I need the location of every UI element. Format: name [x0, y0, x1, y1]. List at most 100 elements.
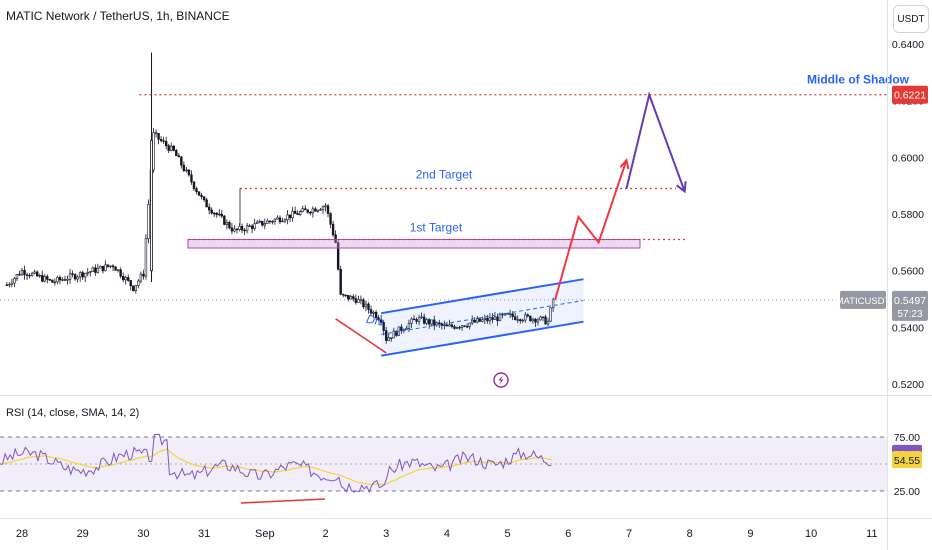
candle-body — [197, 191, 201, 196]
candle-body — [91, 267, 95, 272]
candle-body — [354, 298, 358, 303]
candle-body — [8, 283, 11, 286]
candle-body — [256, 221, 259, 224]
candle-body — [493, 316, 497, 320]
candle-body — [541, 316, 545, 319]
candle-body — [233, 228, 236, 232]
candle-body — [192, 181, 196, 189]
candle-body — [116, 269, 120, 271]
candle-body — [218, 213, 221, 216]
shadow-level-badge — [892, 85, 928, 104]
lightning-bolt — [498, 375, 504, 385]
target-1-label: 1st Target — [410, 221, 463, 235]
time-tick: 6 — [565, 528, 571, 540]
time-tick: 7 — [626, 528, 632, 540]
price-axis: 0.64000.62000.60000.58000.56000.54000.52… — [836, 39, 928, 498]
candle-body — [296, 213, 299, 215]
candle-body — [235, 228, 239, 231]
candle-body — [261, 220, 264, 226]
candle-body — [114, 266, 117, 271]
candles — [5, 52, 555, 344]
candle-body — [362, 299, 365, 308]
candle-body — [319, 209, 322, 211]
candle-body — [526, 314, 530, 317]
sma-value-badge — [892, 451, 922, 469]
candle-body — [288, 214, 292, 219]
candle-body — [382, 322, 385, 331]
candle-body — [63, 279, 67, 281]
candle-body — [46, 276, 49, 280]
currency-button[interactable]: USDT — [893, 5, 929, 33]
candle-body — [344, 294, 347, 297]
candle-body — [314, 208, 317, 212]
projection-red-arrowhead — [619, 158, 630, 170]
candle-body — [167, 145, 170, 151]
candle-body — [486, 317, 489, 322]
channel-mid — [381, 299, 584, 335]
candle-body — [291, 210, 294, 219]
channel-upper — [380, 278, 584, 315]
candle-body — [369, 309, 373, 314]
candle-body — [306, 209, 309, 213]
rsi-title: RSI (14, close, SMA, 14, 2) — [6, 407, 140, 419]
candle-body — [460, 325, 464, 328]
candle-body — [415, 319, 418, 322]
candle-body — [316, 209, 320, 212]
candle-body — [405, 328, 408, 331]
candle-body — [546, 320, 550, 325]
rsi-line — [0, 433, 552, 494]
divergence-line-rsi — [240, 498, 326, 504]
candle-body — [304, 208, 307, 211]
time-tick: 8 — [687, 528, 693, 540]
candle-body — [519, 319, 522, 322]
candle-body — [253, 223, 256, 229]
candle-body — [417, 317, 421, 322]
candle-body — [238, 226, 241, 230]
candle-body — [422, 316, 426, 324]
candle-body — [384, 330, 388, 341]
sma-value: 54.55 — [894, 455, 920, 467]
candle-body — [106, 264, 110, 267]
candle-body — [18, 273, 21, 276]
candle-body — [15, 273, 19, 279]
candle-body — [536, 319, 540, 323]
candle-body — [250, 225, 254, 229]
candle-body — [68, 273, 72, 280]
candle-body — [170, 145, 173, 151]
rsi-sma-line — [0, 448, 552, 486]
rsi-tick: 75.00 — [894, 432, 920, 444]
candle-body — [448, 324, 451, 327]
candle-body — [433, 319, 436, 326]
time-tick: 2 — [322, 528, 328, 540]
candle-body — [488, 317, 492, 322]
candle-body — [76, 276, 79, 280]
candle-body — [25, 274, 29, 276]
candle-body — [483, 317, 487, 321]
candle-body — [81, 272, 84, 278]
candle-body — [175, 150, 178, 157]
candle-body — [425, 319, 428, 324]
time-axis-separator — [0, 518, 932, 519]
candle-body — [283, 219, 287, 222]
candle-body — [61, 279, 64, 281]
candle-body — [134, 285, 138, 291]
candle-body — [33, 271, 36, 274]
candle-body — [331, 223, 335, 236]
candle-body — [339, 268, 342, 295]
candle-body — [144, 238, 148, 277]
candle-body — [273, 218, 277, 223]
candle-body — [263, 223, 266, 226]
candle-body — [503, 313, 507, 316]
candle-body — [450, 324, 454, 327]
candle-body — [121, 275, 125, 281]
candle-body — [364, 303, 368, 308]
candle-body — [51, 279, 54, 283]
candle-body — [157, 133, 160, 140]
candle-body — [534, 318, 537, 323]
candle-body — [258, 220, 261, 223]
countdown-value: 57:23 — [897, 309, 922, 320]
candle-body — [78, 272, 82, 278]
candle-body — [164, 141, 168, 146]
candle-body — [349, 296, 352, 300]
